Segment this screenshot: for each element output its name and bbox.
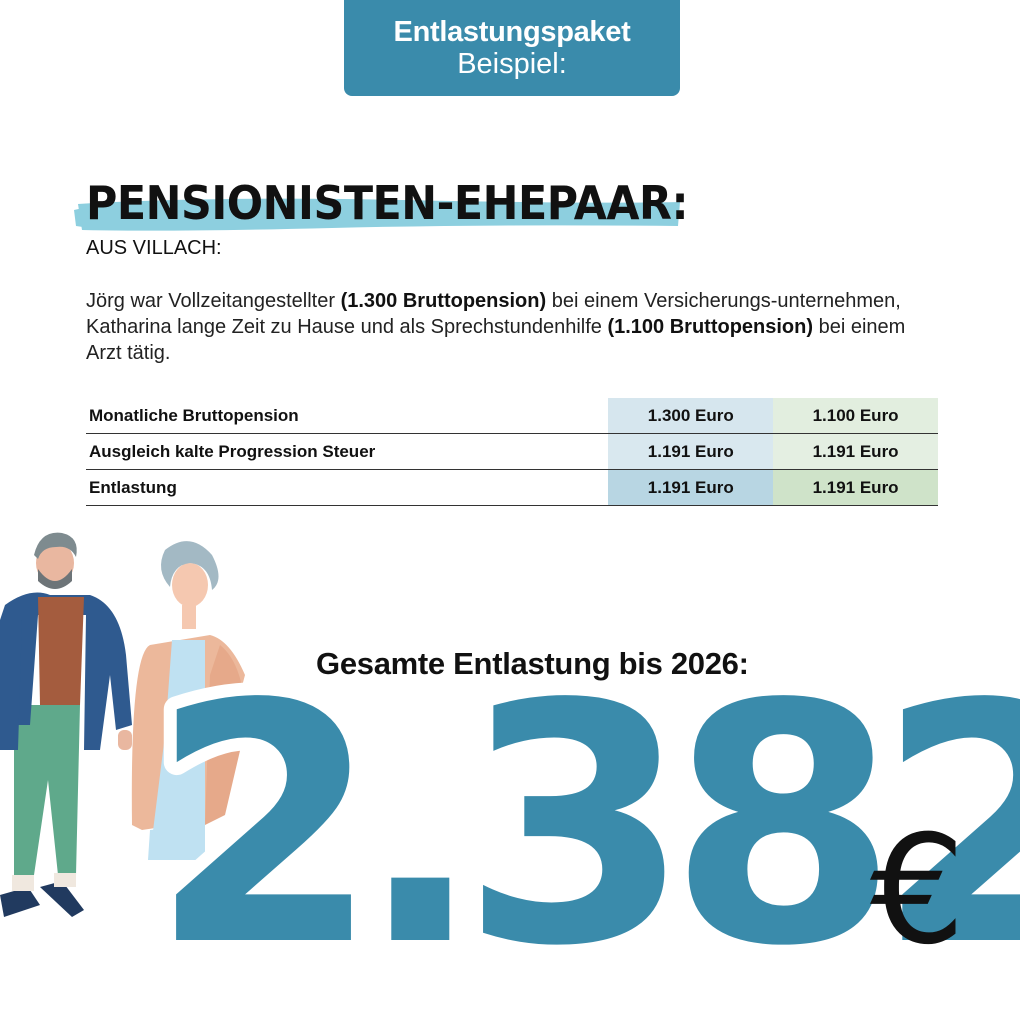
table-row: Monatliche Bruttopension 1.300 Euro 1.10… bbox=[86, 398, 938, 434]
description-bold: (1.100 Bruttopension) bbox=[607, 316, 814, 338]
banner-title: Entlastungspaket bbox=[393, 16, 631, 48]
description-text: Jörg war Vollzeitangestellter (1.300 Bru… bbox=[86, 288, 916, 366]
description-part: bei einem Versicherungs-unternehmen, Kat… bbox=[86, 290, 901, 338]
euro-sign: € bbox=[870, 804, 965, 970]
description-part: Jörg war Vollzeitangestellter bbox=[86, 290, 341, 312]
total-amount-outline: 2.382 bbox=[150, 680, 1020, 970]
man-figure bbox=[0, 532, 132, 917]
value-joerg: 1.300 Euro bbox=[608, 398, 774, 434]
brush-stroke-decoration bbox=[74, 198, 680, 231]
total-amount: 2.382 bbox=[150, 680, 1020, 970]
value-joerg: 1.191 Euro bbox=[608, 469, 774, 506]
table-row: Entlastung 1.191 Euro 1.191 Euro bbox=[86, 469, 938, 506]
banner-subtitle: Beispiel: bbox=[457, 48, 567, 80]
headline-block: PENSIONISTEN-EHEPAAR: bbox=[72, 170, 692, 240]
pension-table: Monatliche Bruttopension 1.300 Euro 1.10… bbox=[86, 398, 938, 506]
row-label: Monatliche Bruttopension bbox=[86, 398, 609, 434]
page-title: PENSIONISTEN-EHEPAAR: bbox=[86, 176, 689, 230]
value-joerg: 1.191 Euro bbox=[608, 433, 774, 470]
total-label: Gesamte Entlastung bis 2026: bbox=[316, 646, 749, 681]
value-katharina: 1.191 Euro bbox=[773, 469, 938, 506]
total-amount-graphic: 2.382 2.382 € bbox=[140, 680, 1020, 970]
top-banner: Entlastungspaket Beispiel: bbox=[344, 0, 680, 96]
woman-figure bbox=[131, 541, 246, 860]
description-part: bei einem Arzt tätig. bbox=[86, 316, 906, 364]
row-label: Entlastung bbox=[86, 469, 609, 506]
elderly-couple-illustration bbox=[0, 532, 246, 917]
row-label: Ausgleich kalte Progression Steuer bbox=[86, 433, 609, 470]
value-katharina: 1.100 Euro bbox=[773, 398, 938, 434]
location-subhead: AUS VILLACH: bbox=[86, 237, 222, 259]
description-bold: (1.300 Bruttopension) bbox=[340, 290, 547, 312]
table-row: Ausgleich kalte Progression Steuer 1.191… bbox=[86, 433, 938, 470]
value-katharina: 1.191 Euro bbox=[773, 433, 938, 470]
